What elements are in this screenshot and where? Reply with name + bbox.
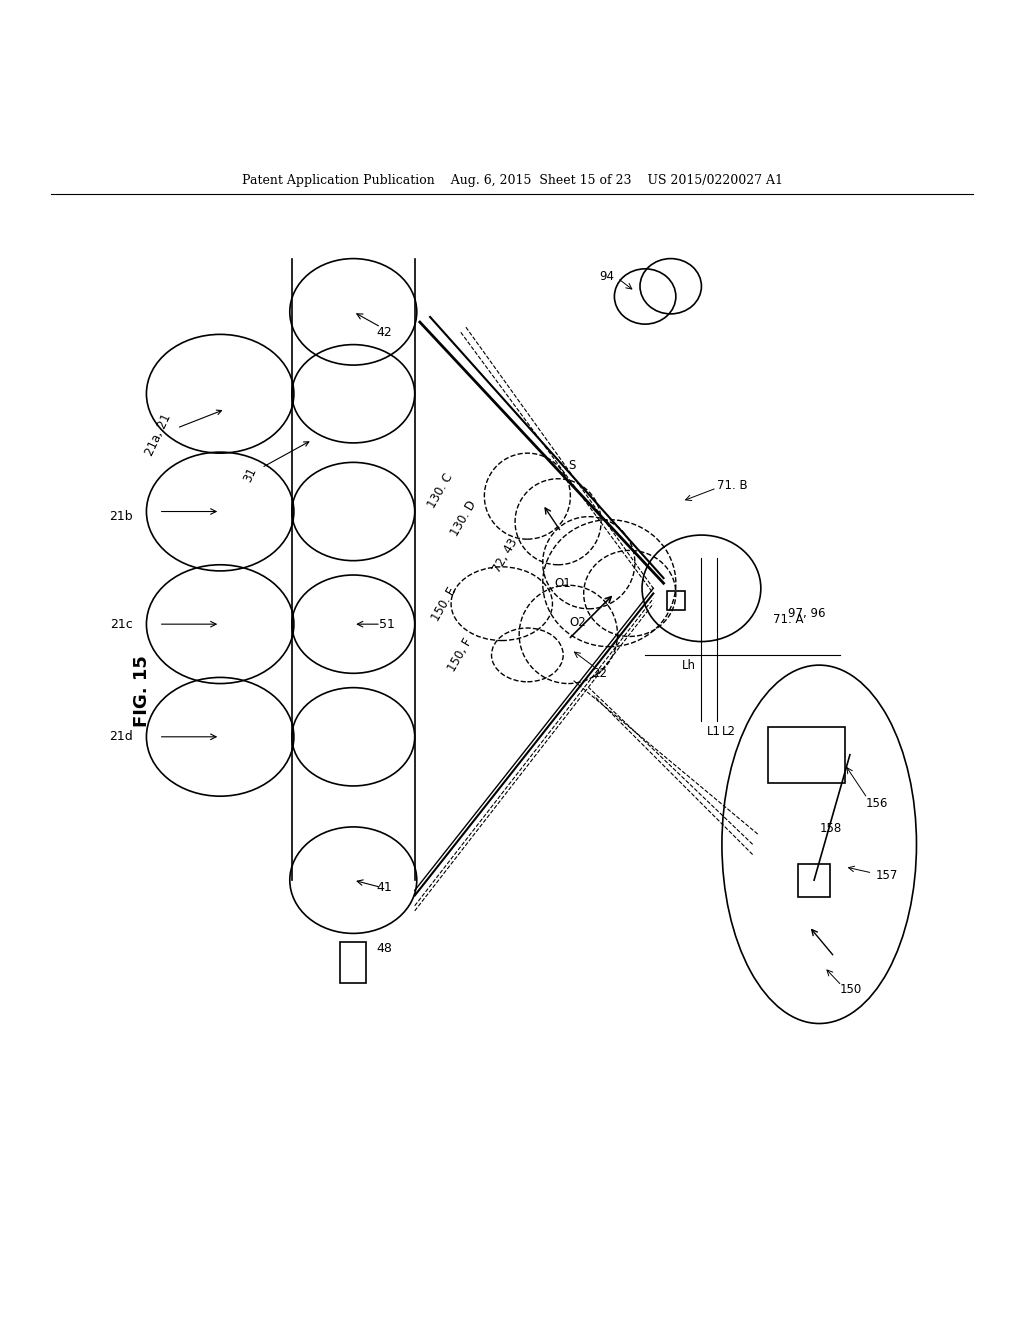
Text: FIG. 15: FIG. 15 [133,655,152,726]
Text: 156: 156 [865,797,888,810]
Text: Patent Application Publication    Aug. 6, 2015  Sheet 15 of 23    US 2015/022002: Patent Application Publication Aug. 6, 2… [242,174,782,187]
Text: 31: 31 [241,442,309,484]
Text: 150, F: 150, F [445,636,475,675]
Text: 21b: 21b [110,510,133,523]
Text: 97, 96: 97, 96 [788,607,826,620]
Text: 41: 41 [377,880,392,894]
Text: 48: 48 [377,942,393,956]
Text: L2: L2 [722,725,736,738]
Text: 94: 94 [599,269,614,282]
Text: 150. E: 150. E [429,585,459,623]
Text: 22: 22 [592,667,607,680]
Text: 72, 43: 72, 43 [490,536,520,576]
Text: S: S [568,459,575,473]
Text: 157: 157 [876,869,898,882]
Text: 71. B: 71. B [717,479,748,492]
Text: 21a, 21: 21a, 21 [143,411,221,458]
Text: 130. D: 130. D [449,499,479,539]
Text: 71. A: 71. A [773,612,804,626]
Text: 42: 42 [377,326,392,339]
Text: O1: O1 [555,577,571,590]
Text: 130. C: 130. C [425,471,456,511]
Text: 158: 158 [819,822,842,836]
Text: 51: 51 [379,618,395,631]
Text: O2: O2 [569,615,586,628]
Text: L1: L1 [707,725,721,738]
Text: 150: 150 [840,983,862,997]
Text: 21c: 21c [111,618,133,631]
Text: Lh: Lh [682,659,696,672]
Text: 21d: 21d [110,730,133,743]
